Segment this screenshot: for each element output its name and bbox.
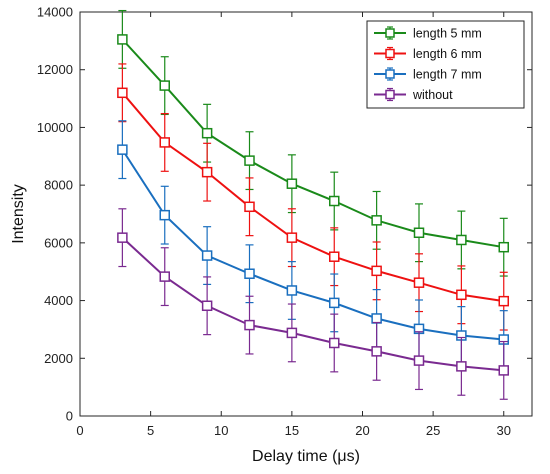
x-tick-label: 5 <box>147 423 154 438</box>
series-line <box>121 236 504 372</box>
legend-item: length 7 mm <box>374 67 482 82</box>
data-point <box>244 268 255 279</box>
x-tick-label: 10 <box>214 423 228 438</box>
plot-area: 0 5 10 15 20 25 30 0 2000 4000 6000 8000 10000 12000… <box>37 5 533 438</box>
data-point <box>117 144 128 155</box>
data-point <box>371 313 382 324</box>
y-tick-label: 2000 <box>44 351 73 366</box>
data-point <box>456 289 467 301</box>
data-point <box>329 251 340 262</box>
y-axis-label: Intensity <box>10 184 27 244</box>
series-1 <box>117 9 509 277</box>
data-point <box>286 327 298 339</box>
legend: length 5 mm length 6 mm length 7 mm without <box>366 20 525 109</box>
data-point <box>413 355 425 366</box>
data-point <box>244 155 255 166</box>
data-point <box>456 234 467 246</box>
legend-item: without <box>374 87 453 102</box>
series-2 <box>117 63 509 331</box>
data-point <box>201 250 213 261</box>
data-point <box>498 365 509 376</box>
legend-label: length 5 mm <box>413 27 482 41</box>
legend-item: length 6 mm <box>374 46 482 61</box>
data-point <box>286 285 298 296</box>
data-point <box>244 319 255 331</box>
data-point <box>371 346 382 357</box>
series-4 <box>117 208 509 400</box>
data-point <box>371 265 382 277</box>
legend-item: length 5 mm <box>374 26 482 41</box>
y-tick-label: 6000 <box>44 235 73 250</box>
y-tick-label: 0 <box>66 409 73 424</box>
y-tick-label: 8000 <box>44 178 73 193</box>
data-point <box>159 80 170 91</box>
data-point <box>329 337 340 349</box>
data-point <box>498 241 509 253</box>
data-point <box>244 201 255 213</box>
x-axis-label: Delay time (μs) <box>252 448 360 465</box>
y-axis: 0 2000 4000 6000 8000 10000 12000 14000 <box>37 5 532 424</box>
legend-label: length 7 mm <box>413 68 482 82</box>
x-tick-label: 15 <box>285 423 299 438</box>
data-point <box>159 209 170 221</box>
y-tick-label: 12000 <box>37 62 73 77</box>
data-point <box>117 87 128 99</box>
data-point <box>117 34 128 45</box>
legend-marker <box>385 69 395 79</box>
data-point <box>329 195 340 207</box>
data-point <box>201 166 213 178</box>
data-point <box>286 232 298 243</box>
data-point <box>159 137 170 148</box>
legend-marker <box>385 28 395 38</box>
x-tick-label: 20 <box>355 423 369 438</box>
series-line <box>121 92 504 303</box>
y-tick-label: 14000 <box>37 5 73 20</box>
legend-marker <box>385 89 395 100</box>
x-tick-label: 30 <box>497 423 511 438</box>
y-tick-label: 10000 <box>37 120 73 135</box>
data-point <box>456 361 467 372</box>
data-point <box>159 271 170 282</box>
series-group <box>117 9 509 400</box>
legend-marker <box>385 48 395 59</box>
data-point <box>413 227 425 239</box>
data-point <box>498 295 509 307</box>
data-point <box>371 215 382 226</box>
data-point <box>413 277 425 288</box>
data-point <box>201 127 213 139</box>
data-point <box>201 300 213 312</box>
data-point <box>117 232 128 243</box>
series-line <box>121 38 504 249</box>
y-tick-label: 4000 <box>44 293 73 308</box>
x-tick-label: 25 <box>426 423 440 438</box>
x-axis: 0 5 10 15 20 25 30 <box>76 12 511 438</box>
series-line <box>121 149 504 341</box>
legend-label: without <box>412 88 453 102</box>
legend-label: length 6 mm <box>413 47 482 61</box>
data-point <box>329 297 340 309</box>
data-point <box>286 178 298 189</box>
x-tick-label: 0 <box>76 423 83 438</box>
